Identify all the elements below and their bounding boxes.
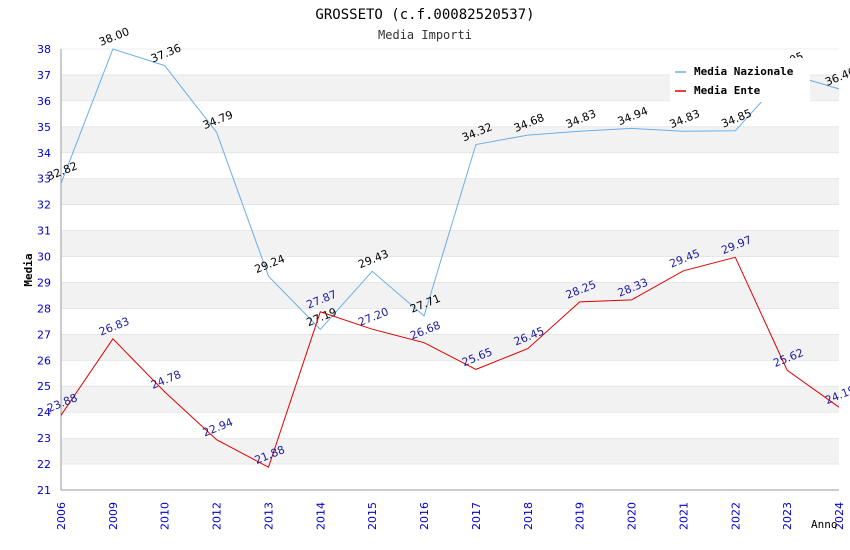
y-tick-label: 30 <box>37 251 51 264</box>
y-tick-label: 21 <box>37 484 51 497</box>
x-tick-label: 2021 <box>677 502 690 530</box>
legend-label-media-nazionale: Media Nazionale <box>694 65 794 78</box>
x-tick-label: 2010 <box>159 502 172 530</box>
chart-title: GROSSETO (c.f.00082520537) <box>315 7 534 23</box>
x-tick-label: 2018 <box>522 502 535 530</box>
y-tick-label: 27 <box>37 328 51 341</box>
y-tick-label: 38 <box>37 43 51 56</box>
axes <box>60 49 839 491</box>
x-tick-label: 2017 <box>470 502 483 530</box>
data-label: 22.94 <box>201 416 235 440</box>
grid-band <box>61 230 839 257</box>
x-axis-title: Anno <box>811 518 838 531</box>
y-tick-label: 23 <box>37 432 51 445</box>
data-label: 38.00 <box>97 25 131 49</box>
data-label: 37.36 <box>149 42 183 66</box>
x-tick-label: 2013 <box>262 502 275 530</box>
data-label: 36.46 <box>823 65 850 89</box>
x-tick-label: 2022 <box>729 502 742 530</box>
y-tick-label: 34 <box>37 147 51 160</box>
y-tick-label: 28 <box>37 302 51 315</box>
y-tick-label: 22 <box>37 458 51 471</box>
x-tick-label: 2024 <box>833 502 846 530</box>
y-tick-label: 35 <box>37 121 51 134</box>
x-tick-label: 2015 <box>366 502 379 530</box>
x-tick-label: 2012 <box>211 502 224 530</box>
grid-band <box>61 438 839 465</box>
y-tick-label: 36 <box>37 95 51 108</box>
grid-band <box>61 282 839 309</box>
grid-band <box>61 386 839 413</box>
grid-band <box>61 178 839 205</box>
x-tick-label: 2014 <box>314 502 327 530</box>
y-tick-label: 29 <box>37 276 51 289</box>
chart-subtitle: Media Importi <box>378 28 472 42</box>
x-tick-label: 2006 <box>55 502 68 530</box>
y-tick-label: 31 <box>37 225 51 238</box>
x-tick-label: 2009 <box>107 502 120 530</box>
y-tick-label: 37 <box>37 69 51 82</box>
series-line-1 <box>60 256 840 468</box>
grid-bands <box>61 48 839 491</box>
x-tick-label: 2023 <box>781 502 794 530</box>
y-tick-label: 32 <box>37 199 51 212</box>
y-tick-label: 33 <box>37 173 51 186</box>
y-tick-label: 24 <box>37 406 51 419</box>
data-label: 34.94 <box>616 104 650 128</box>
legend-box <box>670 58 810 102</box>
y-axis-title: Media <box>22 253 35 286</box>
x-tick-label: 2019 <box>574 502 587 530</box>
x-tick-label: 2016 <box>418 502 431 530</box>
x-axis-tick-labels: 2006 2009 2010 2012 2013 2014 2015 2016 2017 2018… <box>55 502 846 530</box>
legend-label-media-ente: Media Ente <box>694 84 761 97</box>
y-axis-tick-labels: 21 22 23 24 25 26 27 28 29 30 31 32 33 34 35 36 37 38 <box>37 43 51 497</box>
y-tick-label: 26 <box>37 354 51 367</box>
x-tick-label: 2020 <box>626 502 639 530</box>
y-tick-label: 25 <box>37 380 51 393</box>
legend: Media Nazionale Media Ente <box>670 58 810 102</box>
series-line-0 <box>60 48 840 331</box>
